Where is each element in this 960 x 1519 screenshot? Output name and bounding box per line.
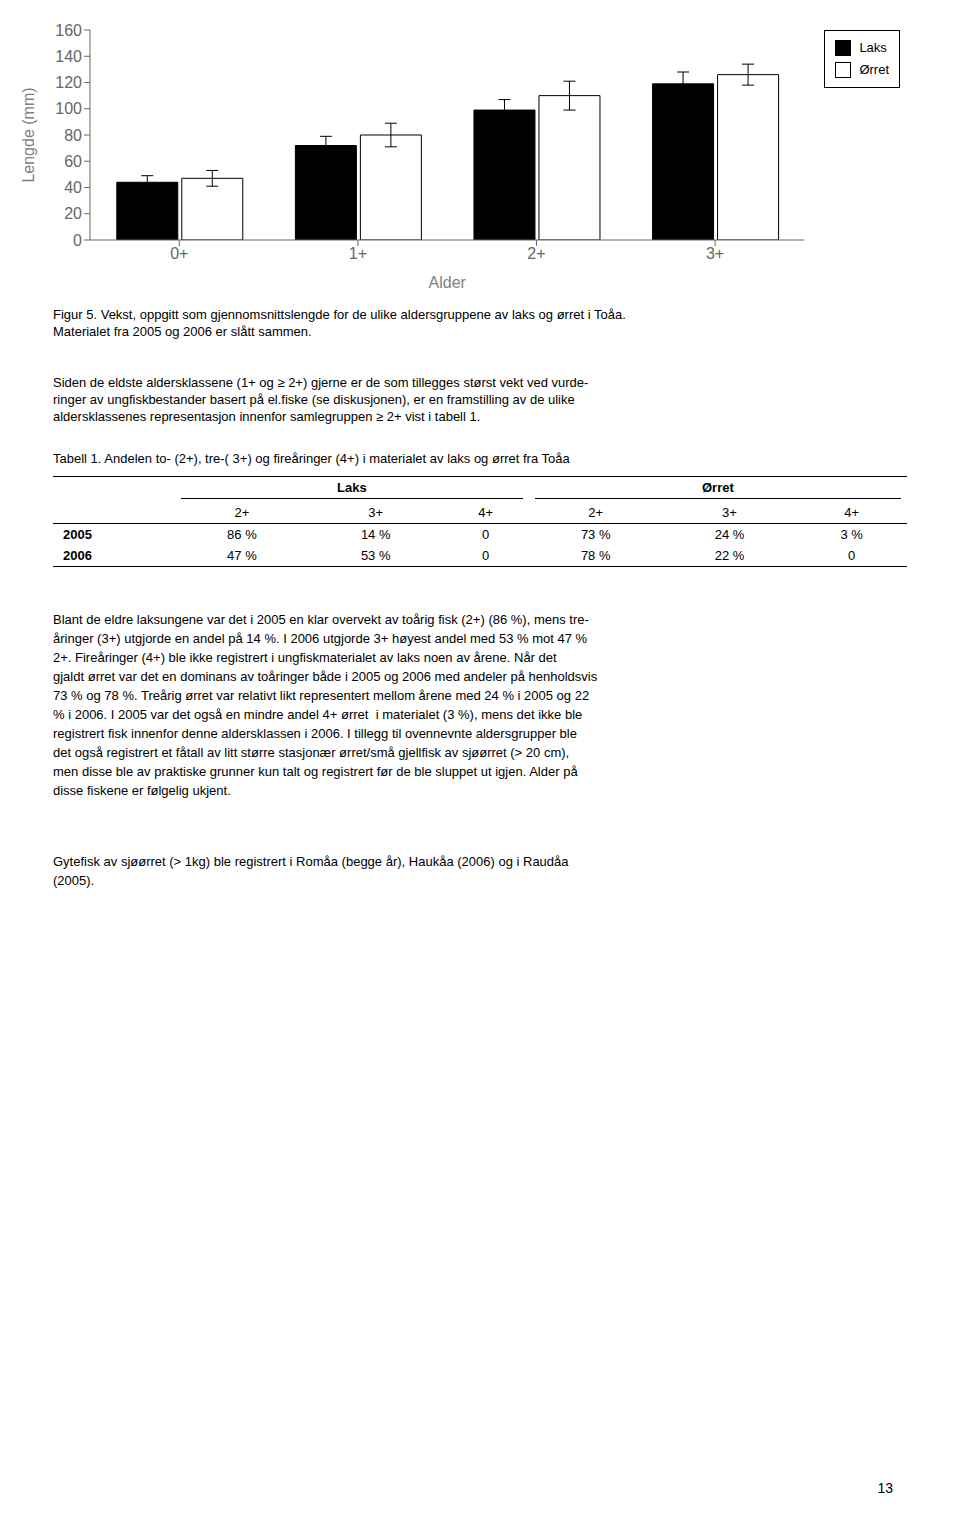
svg-text:0+: 0+	[170, 245, 188, 262]
html-text:13: 13	[877, 1480, 893, 1496]
svg-text:40: 40	[64, 179, 82, 196]
svg-text:3+: 3+	[706, 245, 724, 262]
html-text:2+: 2+	[234, 505, 250, 520]
html-text:Tabell 1. Andelen to- (2+), tr: Tabell 1. Andelen to- (2+), tre-( 3+) og…	[53, 451, 570, 466]
html-text:4+: 4+	[844, 505, 860, 520]
html-text:4+: 4+	[478, 505, 494, 520]
svg-text:140: 140	[55, 48, 82, 65]
html-text:14 %: 14 %	[360, 527, 391, 542]
html-text:47 %: 47 %	[227, 548, 257, 563]
html-text:Siden de eldste aldersklassene: Siden de eldste aldersklassene (1+ og ≥ …	[53, 375, 589, 424]
html-text:Gytefisk av sjøørret (> 1kg) b: Gytefisk av sjøørret (> 1kg) ble registr…	[53, 854, 569, 888]
html-text:Ørret: Ørret	[702, 480, 734, 495]
html-text:Laks: Laks	[337, 480, 367, 495]
svg-text:80: 80	[64, 127, 82, 144]
svg-text:100: 100	[55, 100, 82, 117]
html-text:Ørret: Ørret	[859, 62, 889, 77]
html-text:0: 0	[482, 527, 490, 542]
html-text:3+: 3+	[368, 505, 384, 520]
html-text:0: 0	[482, 548, 490, 563]
svg-text:0: 0	[73, 232, 82, 249]
html-text:2006: 2006	[63, 548, 92, 563]
html-text:24 %: 24 %	[714, 527, 745, 542]
html-text:2005: 2005	[63, 527, 92, 542]
html-text:78 %: 78 %	[580, 548, 611, 563]
html-text:53 %: 53 %	[360, 548, 391, 563]
html-text:Blant de eldre laksungene var: Blant de eldre laksungene var det i 2005…	[53, 612, 598, 798]
svg-text:1+: 1+	[349, 245, 367, 262]
html-text:Laks: Laks	[859, 40, 887, 55]
html-text:2+: 2+	[588, 505, 604, 520]
svg-text:2+: 2+	[527, 245, 545, 262]
svg-text:Lengde (mm): Lengde (mm)	[20, 87, 37, 182]
svg-text:120: 120	[55, 74, 82, 91]
svg-text:160: 160	[55, 22, 82, 39]
html-text:22 %: 22 %	[714, 548, 745, 563]
html-text:0: 0	[848, 548, 856, 563]
html-text:86 %: 86 %	[227, 527, 257, 542]
html-text:Figur 5. Vekst, oppgitt som gj: Figur 5. Vekst, oppgitt som gjennomsnitt…	[53, 307, 626, 339]
html-text:3 %: 3 %	[840, 527, 863, 542]
html-text:73 %: 73 %	[580, 527, 611, 542]
svg-text:20: 20	[64, 205, 82, 222]
svg-text:60: 60	[64, 153, 82, 170]
html-text:3+: 3+	[722, 505, 737, 520]
svg-text:Alder: Alder	[429, 274, 467, 291]
